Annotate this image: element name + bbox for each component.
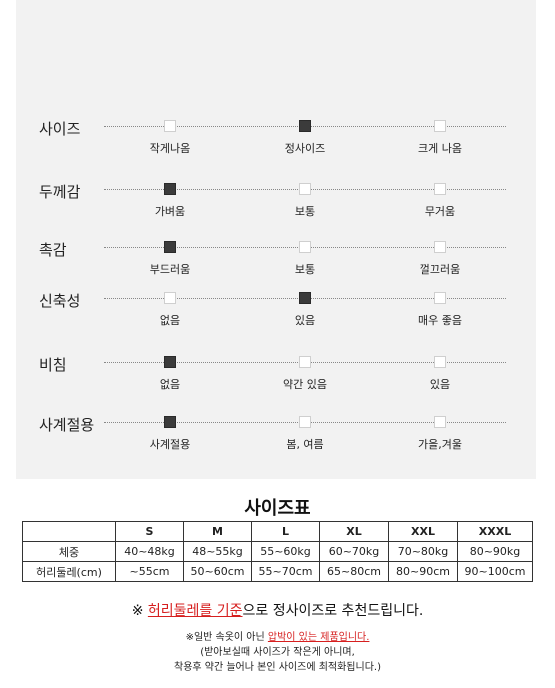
option-box-selected [299,120,311,132]
table-row: 허리둘레(cm) ~55cm 50~60cm 55~70cm 65~80cm 8… [22,561,533,582]
table-cell: 체중 [22,541,116,562]
option-box [434,241,446,253]
attribute-row-size: 사이즈 작게나옴 정사이즈 크게 나옴 [16,120,536,174]
table-cell: ~55cm [115,561,184,582]
option-box [164,292,176,304]
attribute-row-texture: 촉감 부드러움 보통 껄끄러움 [16,241,536,295]
option-label: 보통 [294,263,316,276]
option-label: 사계절용 [149,438,191,451]
option-box [434,292,446,304]
table-cell: 55~70cm [251,561,320,582]
attribute-label: 사이즈 [39,120,81,138]
note-warning: 압박이 있는 제품입니다. [267,632,370,643]
attribute-label: 촉감 [39,241,67,259]
option-box-selected [299,292,311,304]
option-box [434,183,446,195]
option-box [434,120,446,132]
option-label: 없음 [159,314,181,327]
table-cell: 48~55kg [183,541,252,562]
attribute-label: 비침 [39,356,67,374]
table-cell: 60~70kg [319,541,389,562]
note-highlight: 허리둘레를 기준 [147,603,243,619]
option-label: 있음 [294,314,316,327]
attribute-label: 신축성 [39,292,81,310]
option-box-selected [164,356,176,368]
size-chart-title: 사이즈표 [244,498,311,519]
option-box [299,241,311,253]
table-cell: 50~60cm [183,561,252,582]
attribute-row-season: 사계절용 사계절용 봄, 여름 가을,겨울 [16,416,536,470]
option-box-selected [164,416,176,428]
table-header-cell: XXL [388,521,458,542]
table-row: 체중 40~48kg 48~55kg 55~60kg 60~70kg 70~80… [22,541,533,562]
table-header-cell: XL [319,521,389,542]
table-header-cell: M [183,521,252,542]
attribute-row-sheer: 비침 없음 약간 있음 있음 [16,356,536,410]
table-cell: 55~60kg [251,541,320,562]
option-label: 가벼움 [154,205,186,218]
note-mark: ※ [131,603,148,619]
attribute-panel: 사이즈 작게나옴 정사이즈 크게 나옴 두께감 가벼움 보통 무거움 촉감 부드… [16,0,536,479]
attribute-label: 두께감 [39,183,81,201]
compression-note: ※일반 속옷이 아닌 압박이 있는 제품입니다. (받아보실때 사이즈가 작은게… [0,630,555,675]
option-label: 크게 나옴 [418,142,462,155]
note-line: (받아보실때 사이즈가 작은게 아니며, [200,647,355,658]
option-label: 부드러움 [149,263,191,276]
option-box [299,356,311,368]
option-label: 없음 [159,378,181,391]
table-cell: 40~48kg [115,541,184,562]
note-line: ※일반 속옷이 아닌 압박이 있는 제품입니다. [0,630,555,645]
table-header-cell: L [251,521,320,542]
option-box [299,183,311,195]
size-recommendation-note: ※ 허리둘레를 기준으로 정사이즈로 추천드립니다. [0,600,555,620]
table-cell: 80~90cm [388,561,458,582]
option-box-selected [164,183,176,195]
table-cell: 80~90kg [457,541,533,562]
table-cell: 65~80cm [319,561,389,582]
option-label: 가을,겨울 [418,438,462,451]
option-label: 무거움 [424,205,456,218]
table-cell: 70~80kg [388,541,458,562]
table-cell: 허리둘레(cm) [22,561,116,582]
option-box [434,356,446,368]
option-box [164,120,176,132]
note-text: 으로 정사이즈로 추천드립니다. [242,603,424,619]
option-label: 약간 있음 [283,378,327,391]
option-label: 매우 좋음 [418,314,462,327]
table-header-cell: XXXL [457,521,533,542]
attribute-row-stretch: 신축성 없음 있음 매우 좋음 [16,292,536,346]
option-box [434,416,446,428]
table-header-cell: S [115,521,184,542]
option-box-selected [164,241,176,253]
option-label: 보통 [294,205,316,218]
attribute-label: 사계절용 [39,416,95,434]
note-prefix: ※일반 속옷이 아닌 [185,632,268,643]
attribute-row-thickness: 두께감 가벼움 보통 무거움 [16,183,536,237]
size-table: S M L XL XXL XXXL 체중 40~48kg 48~55kg 55~… [22,521,533,582]
option-label: 있음 [429,378,451,391]
option-label: 작게나옴 [149,142,191,155]
table-header-row: S M L XL XXL XXXL [22,521,533,542]
note-line: 착용후 약간 늘어나 본인 사이즈에 최적화됩니다.) [174,662,381,673]
option-label: 정사이즈 [284,142,326,155]
table-cell: 90~100cm [457,561,533,582]
table-header-cell [22,521,116,542]
option-box [299,416,311,428]
option-label: 껄끄러움 [419,263,461,276]
option-label: 봄, 여름 [286,438,324,451]
